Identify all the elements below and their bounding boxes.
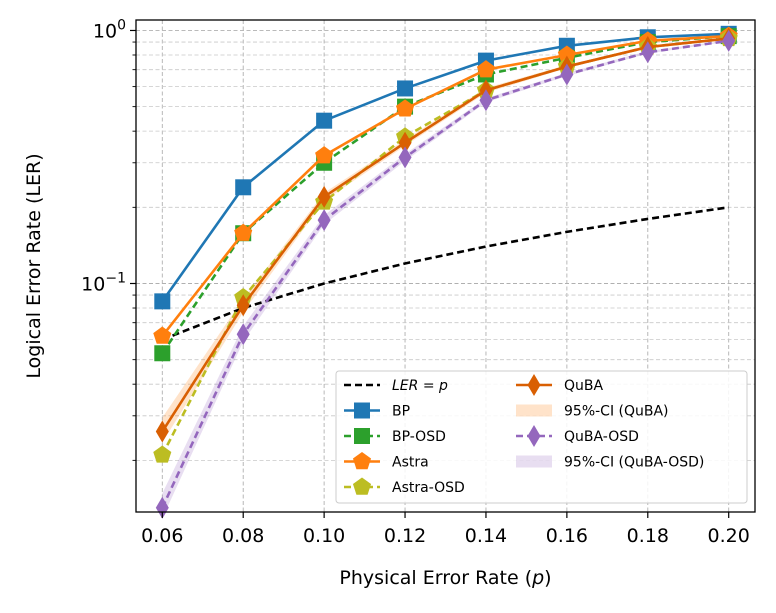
x-tick-label: 0.18 (627, 525, 669, 547)
legend-item-ler-p: LER = p (344, 378, 448, 394)
data-point (396, 99, 415, 117)
data-point (560, 63, 574, 86)
legend-label: Astra (392, 455, 429, 471)
series-bp (154, 25, 737, 310)
y-tick-label: 10−1 (81, 270, 126, 295)
data-point (153, 445, 172, 463)
series-lines (153, 25, 738, 519)
x-tick-label: 0.16 (546, 525, 588, 547)
data-point (234, 223, 253, 241)
series-line (161, 32, 729, 303)
data-point (154, 293, 171, 310)
legend-swatch (516, 455, 552, 468)
data-point (315, 146, 334, 164)
x-tick-label: 0.20 (708, 525, 750, 547)
data-point (154, 345, 171, 362)
legend-marker (527, 425, 541, 447)
series-line (161, 39, 729, 509)
legend-label: BP-OSD (392, 429, 446, 445)
legend-label: QuBA-OSD (564, 429, 639, 445)
legend-marker (354, 428, 370, 444)
axes-frame (135, 19, 756, 513)
data-point (317, 185, 331, 208)
legend-label: 95%-CI (QuBA-OSD) (564, 455, 704, 471)
x-tick-label: 0.10 (303, 525, 345, 547)
legend-label: QuBA (564, 378, 603, 394)
data-point (153, 326, 172, 344)
data-point (398, 131, 412, 154)
legend-item-quba-osd: QuBA-OSD (516, 425, 639, 447)
data-point (722, 29, 736, 52)
legend-swatch (516, 404, 552, 417)
data-point (557, 45, 576, 63)
legend: LER = p BP BP-OSD Astra Astra-OSD QuBA 95%-CI … (335, 370, 748, 504)
series-quba-osd (155, 29, 736, 519)
data-point (155, 420, 169, 443)
x-tick-label: 0.12 (384, 525, 426, 547)
legend-item-quba: QuBA (516, 374, 603, 396)
legend-item-95-ci-quba-osd: 95%-CI (QuBA-OSD) (516, 455, 704, 471)
x-tick-label: 0.06 (141, 525, 183, 547)
confidence-bands (162, 37, 729, 519)
data-point (317, 209, 331, 232)
legend-marker (527, 374, 541, 396)
legend-item-bp-osd: BP-OSD (344, 428, 446, 445)
legend-label: Astra-OSD (392, 480, 465, 496)
legend-label: BP (392, 404, 410, 420)
data-point (316, 112, 333, 129)
series-line (161, 206, 729, 341)
data-point (236, 323, 250, 346)
legend-label: 95%-CI (QuBA) (564, 404, 669, 420)
series-ler-p (161, 206, 729, 341)
data-point (476, 60, 495, 78)
legend-marker (352, 477, 372, 495)
x-tick-label: 0.14 (465, 525, 507, 547)
legend-item-astra: Astra (344, 452, 429, 471)
legend-item-95-ci-quba: 95%-CI (QuBA) (516, 404, 669, 420)
legend-item-bp: BP (344, 402, 410, 420)
series-line (161, 34, 729, 354)
y-tick-label: 100 (93, 17, 126, 42)
data-point (236, 294, 250, 317)
data-point (398, 146, 412, 169)
data-point (397, 80, 414, 97)
data-point (641, 41, 655, 64)
series-line (161, 34, 729, 337)
x-axis-label: Physical Error Rate (p) (339, 567, 551, 589)
band-95-ci-quba (162, 37, 729, 443)
legend-marker (354, 402, 370, 419)
y-axis-label: Logical Error Rate (LER) (23, 153, 45, 378)
axis-ticks: 0.06 0.08 0.10 0.12 0.14 0.16 0.18 0.20 100 10−1 (81, 17, 750, 547)
legend-label: LER = p (392, 378, 448, 394)
series-line (161, 37, 729, 433)
legend-marker (352, 452, 372, 470)
data-point (235, 179, 252, 196)
data-point (155, 496, 169, 519)
data-point (479, 89, 493, 112)
legend-item-astra-osd: Astra-OSD (344, 477, 465, 496)
x-tick-label: 0.08 (222, 525, 264, 547)
